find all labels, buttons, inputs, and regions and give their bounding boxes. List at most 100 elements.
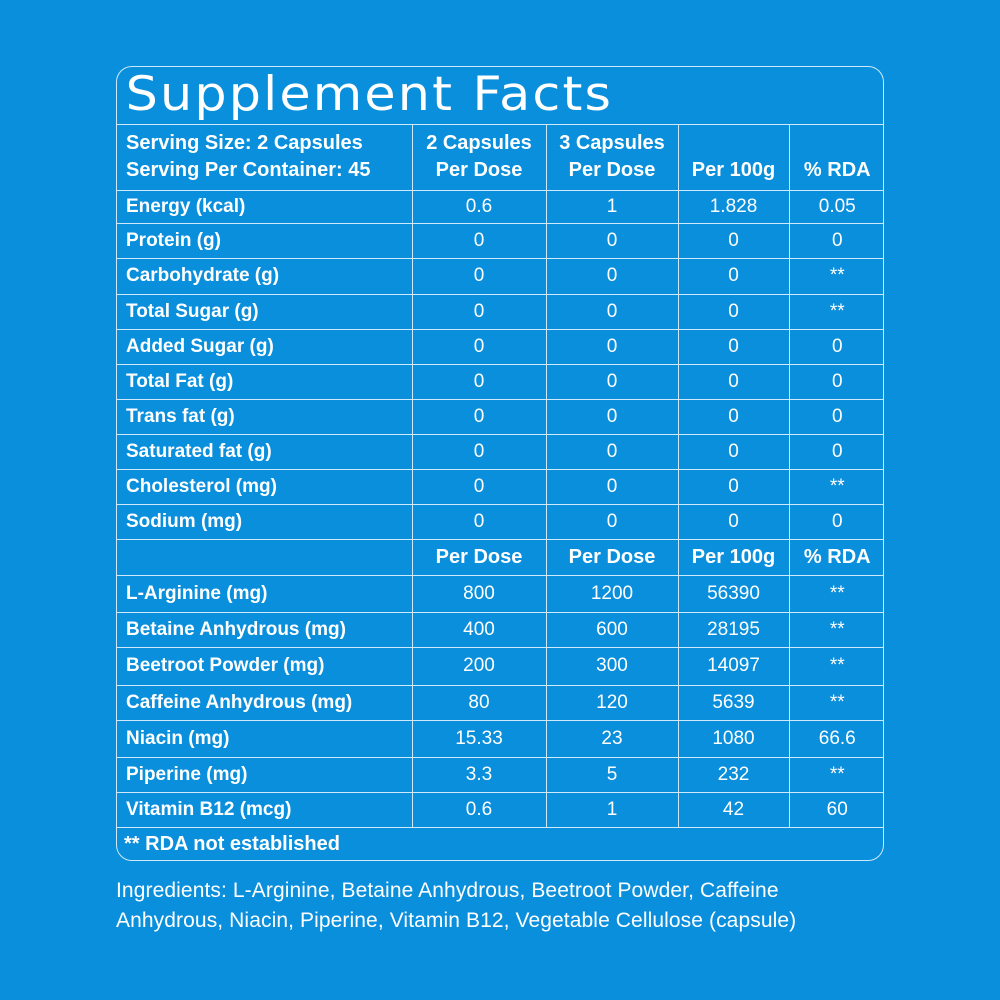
cell-dose2: 0 xyxy=(411,503,547,540)
cell-per100g: 1080 xyxy=(677,719,790,758)
cell-dose3: 0 xyxy=(545,328,679,365)
table-row: Cholesterol (mg) 0 0 0 ** xyxy=(117,468,883,505)
row-label: Niacin (mg) xyxy=(117,719,413,758)
cell-rda: ** xyxy=(788,611,883,648)
facts-table: Serving Size: 2 Capsules Serving Per Con… xyxy=(117,125,883,828)
cell-dose3: 0 xyxy=(545,293,679,330)
cell-dose2: 0 xyxy=(411,222,547,259)
ingredients-line-1: Ingredients: L-Arginine, Betaine Anhydro… xyxy=(116,879,779,902)
cell-dose2: 0 xyxy=(411,433,547,470)
cell-per100g: 0 xyxy=(677,293,790,330)
cell-dose2: 15.33 xyxy=(411,719,547,758)
cell-rda: ** xyxy=(788,756,883,793)
cell-dose3: 1 xyxy=(545,791,679,828)
cell-rda: 0 xyxy=(788,328,883,365)
cell-dose3: 0 xyxy=(545,257,679,295)
cell-dose3: 23 xyxy=(545,719,679,758)
row-label: Total Fat (g) xyxy=(117,363,413,400)
cell-dose3: 120 xyxy=(545,684,679,721)
cell-per100g: 0 xyxy=(677,468,790,505)
table-row: Added Sugar (g) 0 0 0 0 xyxy=(117,328,883,365)
table-row: Sodium (mg) 0 0 0 0 xyxy=(117,503,883,540)
row-label: Caffeine Anhydrous (mg) xyxy=(117,684,413,721)
table-row: Niacin (mg) 15.33 23 1080 66.6 xyxy=(117,719,883,758)
cell-dose3: 0 xyxy=(545,433,679,470)
cell-per100g: 5639 xyxy=(677,684,790,721)
row-label: Added Sugar (g) xyxy=(117,328,413,365)
cell-per100g: 0 xyxy=(677,257,790,295)
row-label: Piperine (mg) xyxy=(117,756,413,793)
table-row: L-Arginine (mg) 800 1200 56390 ** xyxy=(117,574,883,613)
row-label: Saturated fat (g) xyxy=(117,433,413,470)
cell-dose3: 1200 xyxy=(545,574,679,613)
cell-rda: 0.05 xyxy=(788,189,883,224)
subheader-col-4: % RDA xyxy=(788,538,883,576)
cell-rda: ** xyxy=(788,257,883,295)
cell-per100g: 0 xyxy=(677,328,790,365)
cell-dose2: 0.6 xyxy=(411,791,547,828)
table-row: Carbohydrate (g) 0 0 0 ** xyxy=(117,257,883,295)
cell-per100g: 14097 xyxy=(677,646,790,686)
cell-dose2: 0 xyxy=(411,468,547,505)
table-row: Piperine (mg) 3.3 5 232 ** xyxy=(117,756,883,793)
subheader-row: Per Dose Per Dose Per 100g% RDA xyxy=(117,538,883,576)
cell-rda: ** xyxy=(788,468,883,505)
table-row: Energy (kcal) 0.6 1 1.828 0.05 xyxy=(117,189,883,224)
table-row: Total Sugar (g) 0 0 0 ** xyxy=(117,293,883,330)
table-row: Caffeine Anhydrous (mg) 80 120 5639 ** xyxy=(117,684,883,721)
cell-rda: ** xyxy=(788,684,883,721)
table-row: Trans fat (g) 0 0 0 0 xyxy=(117,398,883,435)
cell-dose3: 0 xyxy=(545,398,679,435)
table-row: Betaine Anhydrous (mg) 400 600 28195 ** xyxy=(117,611,883,648)
col-2-capsules-line2: Per Dose xyxy=(435,158,523,181)
col-3-capsules-line2: Per Dose xyxy=(568,158,656,181)
subheader-col-2: Per Dose xyxy=(545,538,679,576)
row-label: Cholesterol (mg) xyxy=(117,468,413,505)
cell-per100g: 56390 xyxy=(677,574,790,613)
cell-dose3: 1 xyxy=(545,189,679,224)
row-label: Trans fat (g) xyxy=(117,398,413,435)
cell-dose3: 0 xyxy=(545,468,679,505)
subheader-col-1: Per Dose xyxy=(411,538,547,576)
row-label: Sodium (mg) xyxy=(117,503,413,540)
cell-per100g: 42 xyxy=(677,791,790,828)
row-label: L-Arginine (mg) xyxy=(117,574,413,613)
cell-dose2: 3.3 xyxy=(411,756,547,793)
cell-rda: ** xyxy=(788,293,883,330)
cell-per100g: 1.828 xyxy=(677,189,790,224)
cell-dose3: 300 xyxy=(545,646,679,686)
cell-dose2: 800 xyxy=(411,574,547,613)
col-2-capsules-line1: 2 Capsules xyxy=(426,131,532,154)
cell-dose2: 200 xyxy=(411,646,547,686)
cell-per100g: 0 xyxy=(677,363,790,400)
cell-per100g: 0 xyxy=(677,503,790,540)
row-label: Carbohydrate (g) xyxy=(117,257,413,295)
row-label: Beetroot Powder (mg) xyxy=(117,646,413,686)
cell-rda: 0 xyxy=(788,398,883,435)
cell-dose3: 0 xyxy=(545,363,679,400)
cell-dose2: 0.6 xyxy=(411,189,547,224)
cell-dose3: 0 xyxy=(545,222,679,259)
cell-rda: 60 xyxy=(788,791,883,828)
subheader-blank xyxy=(117,538,413,576)
cell-per100g: 0 xyxy=(677,433,790,470)
table-row: Beetroot Powder (mg) 200 300 14097 ** xyxy=(117,646,883,686)
cell-dose2: 0 xyxy=(411,257,547,295)
cell-rda: 0 xyxy=(788,503,883,540)
ingredients-line-2: Anhydrous, Niacin, Piperine, Vitamin B12… xyxy=(116,909,797,932)
cell-rda: 66.6 xyxy=(788,719,883,758)
serving-info: Serving Size: 2 Capsules Serving Per Con… xyxy=(117,125,413,191)
cell-dose2: 0 xyxy=(411,328,547,365)
cell-rda: ** xyxy=(788,646,883,686)
col-per-100g: Per 100g xyxy=(677,125,790,191)
row-label: Protein (g) xyxy=(117,222,413,259)
table-row: Total Fat (g) 0 0 0 0 xyxy=(117,363,883,400)
panel-title: Supplement Facts xyxy=(117,67,883,125)
subheader-col-3: Per 100g xyxy=(677,538,790,576)
cell-dose3: 600 xyxy=(545,611,679,648)
col-3-capsules: 3 Capsules Per Dose xyxy=(545,125,679,191)
cell-per100g: 28195 xyxy=(677,611,790,648)
table-row: Saturated fat (g) 0 0 0 0 xyxy=(117,433,883,470)
table-row: Vitamin B12 (mcg) 0.6 1 42 60 xyxy=(117,791,883,828)
footnote: ** RDA not established xyxy=(124,832,340,855)
